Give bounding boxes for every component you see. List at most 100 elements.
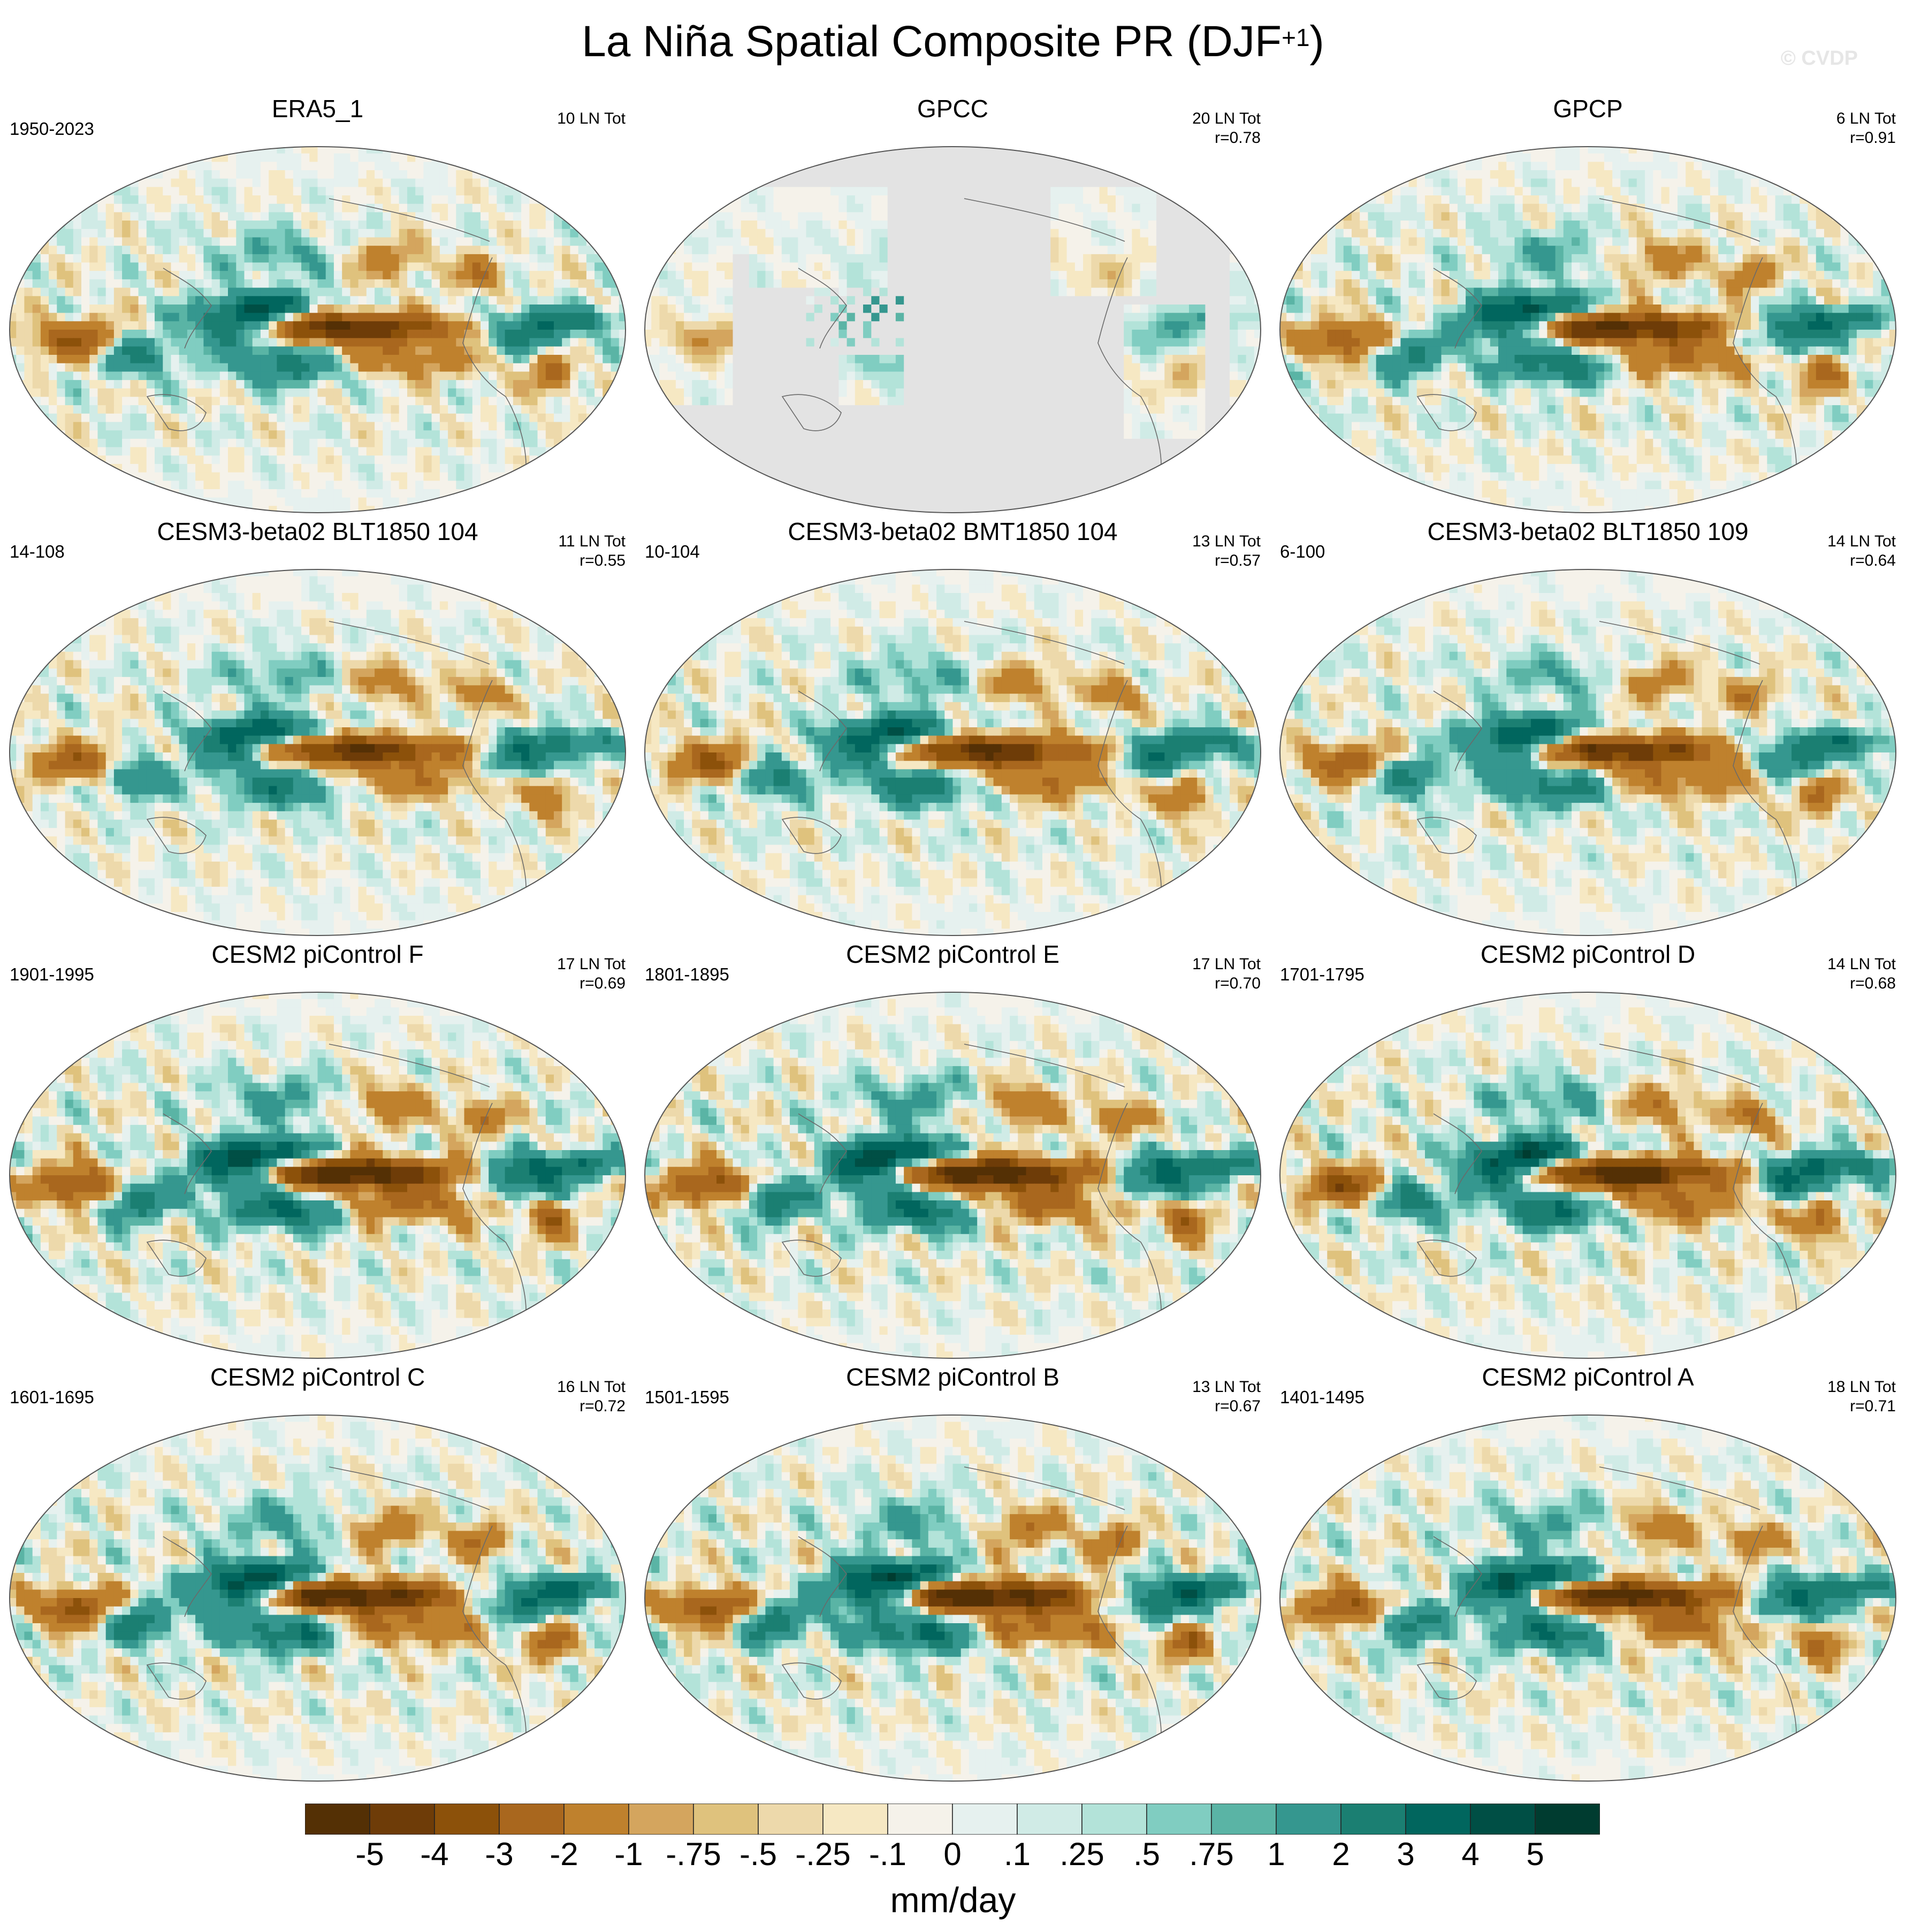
map-cell <box>667 147 676 154</box>
map-cell <box>611 287 620 297</box>
map-cell <box>944 246 954 255</box>
map-cell <box>985 271 994 280</box>
map-cell <box>806 237 815 246</box>
map-cell <box>1238 279 1247 288</box>
map-cell <box>855 237 864 246</box>
map-cell <box>1132 187 1141 196</box>
map-cell <box>350 422 359 431</box>
map-cell <box>57 447 66 456</box>
map-cell <box>269 388 278 398</box>
map-cell <box>439 430 448 439</box>
map-cell <box>554 305 562 314</box>
map-cell <box>105 296 115 305</box>
map-cell <box>342 447 351 456</box>
map-cell <box>138 363 147 372</box>
map-cell <box>456 363 465 372</box>
map-cell <box>578 497 587 507</box>
map-cell <box>89 279 98 288</box>
map-cell <box>497 203 506 213</box>
map-cell <box>529 430 538 439</box>
map-cell <box>138 203 147 213</box>
map-cell <box>203 187 212 196</box>
map-cell <box>309 388 318 398</box>
map-cell <box>781 271 790 280</box>
map-cell <box>65 162 74 171</box>
map-cell <box>645 313 652 322</box>
map-cell <box>692 178 701 188</box>
map-cell <box>692 229 701 238</box>
map-cell <box>10 178 17 188</box>
map-cell <box>529 229 538 238</box>
map-cell <box>415 246 424 255</box>
map-cell <box>464 271 473 280</box>
map-cell <box>81 397 90 406</box>
map-cell <box>375 481 384 490</box>
map-cell <box>81 346 90 355</box>
map-cell <box>985 212 994 221</box>
map-cell <box>236 463 245 473</box>
map-cell <box>920 313 929 322</box>
map-cell <box>1148 220 1157 230</box>
map-cell <box>1164 246 1173 255</box>
map-cell <box>838 170 848 179</box>
map-cell <box>1001 254 1010 263</box>
map-cell <box>960 246 970 255</box>
map-cell <box>277 212 286 221</box>
map-cell <box>716 220 725 230</box>
map-cell <box>464 430 473 439</box>
map-cell <box>562 422 571 431</box>
map-cell <box>269 405 278 414</box>
map-cell <box>285 296 294 305</box>
map-cell <box>1074 220 1084 230</box>
map-cell <box>871 162 880 171</box>
map-cell <box>1066 203 1076 213</box>
map-cell <box>1156 313 1165 322</box>
map-cell <box>977 237 986 246</box>
map-cell <box>439 355 448 364</box>
map-cell <box>871 321 880 330</box>
map-cell <box>171 447 180 456</box>
map-cell <box>415 162 424 171</box>
map-cell <box>1058 212 1068 221</box>
map-cell <box>301 195 310 204</box>
map-cell <box>529 438 538 448</box>
map-cell <box>733 170 742 179</box>
map-cell <box>481 313 489 322</box>
map-cell <box>505 388 514 398</box>
map-cell <box>97 178 106 188</box>
map-cell <box>138 388 147 398</box>
map-cell <box>1197 178 1206 188</box>
map-cell <box>464 355 473 364</box>
map-cell <box>969 279 978 288</box>
map-cell <box>554 162 562 171</box>
map-cell <box>1254 195 1261 204</box>
map-cell <box>383 162 392 171</box>
map-cell <box>489 497 498 507</box>
map-cell <box>195 422 204 431</box>
map-cell <box>505 472 514 482</box>
map-cell <box>578 338 587 347</box>
map-cell <box>407 388 416 398</box>
map-cell <box>1140 187 1149 196</box>
map-cell <box>81 355 90 364</box>
map-cell <box>277 497 286 507</box>
map-cell <box>293 422 302 431</box>
map-cell <box>594 447 604 456</box>
map-cell <box>391 321 400 330</box>
map-cell <box>545 472 554 482</box>
map-cell <box>481 346 489 355</box>
map-cell <box>57 178 66 188</box>
map-cell <box>138 497 147 507</box>
map-cell <box>375 271 384 280</box>
map-cell <box>358 254 367 263</box>
map-cell <box>1189 203 1198 213</box>
map-cell <box>1124 153 1133 163</box>
map-cell <box>586 397 595 406</box>
map-cell <box>977 203 986 213</box>
map-cell <box>391 237 400 246</box>
map-cell <box>439 262 448 271</box>
map-cell <box>73 472 82 482</box>
map-cell <box>97 430 106 439</box>
map-cell <box>138 296 147 305</box>
map-cell <box>1189 305 1198 314</box>
